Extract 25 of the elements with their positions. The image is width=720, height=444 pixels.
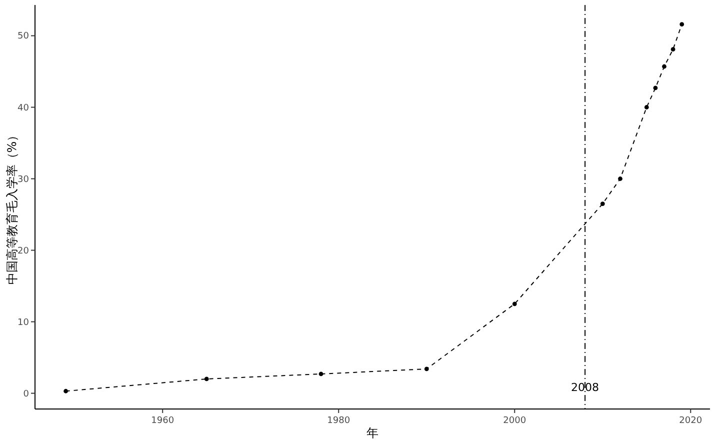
point bbox=[680, 22, 684, 27]
x-tick-label: 2000 bbox=[503, 416, 526, 426]
y-tick-label: 40 bbox=[18, 103, 30, 114]
y-axis-title: 中国高等教育毛入学率（%） bbox=[5, 129, 19, 285]
point bbox=[318, 372, 324, 376]
point bbox=[204, 376, 209, 382]
point bbox=[644, 105, 649, 110]
x-tick-label: 1980 bbox=[327, 416, 350, 426]
point bbox=[618, 176, 622, 181]
point bbox=[662, 64, 666, 69]
x-axis-title: 年 bbox=[366, 426, 378, 440]
x-tick-label: 1960 bbox=[151, 416, 174, 426]
y-tick-label: 20 bbox=[18, 246, 30, 256]
x-tick-label: 2020 bbox=[679, 416, 702, 426]
y-tick-label: 30 bbox=[18, 174, 30, 185]
y-tick-label: 10 bbox=[18, 318, 30, 328]
point bbox=[424, 366, 429, 372]
ref-line-label: 2008 bbox=[571, 381, 600, 394]
point bbox=[653, 86, 658, 90]
point bbox=[512, 302, 517, 306]
point bbox=[64, 388, 68, 394]
point bbox=[600, 202, 605, 206]
y-tick-label: 0 bbox=[23, 389, 30, 400]
point bbox=[670, 47, 676, 52]
y-tick-label: 50 bbox=[18, 32, 30, 42]
